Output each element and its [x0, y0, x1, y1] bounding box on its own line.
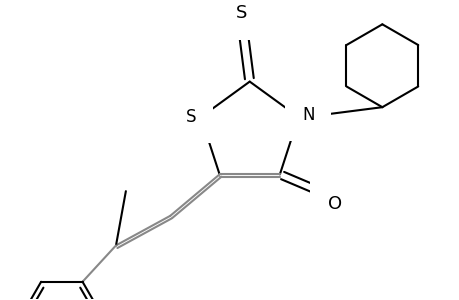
Text: N: N — [302, 106, 314, 124]
Text: S: S — [235, 4, 247, 22]
Text: O: O — [327, 195, 341, 213]
Text: S: S — [185, 108, 196, 126]
